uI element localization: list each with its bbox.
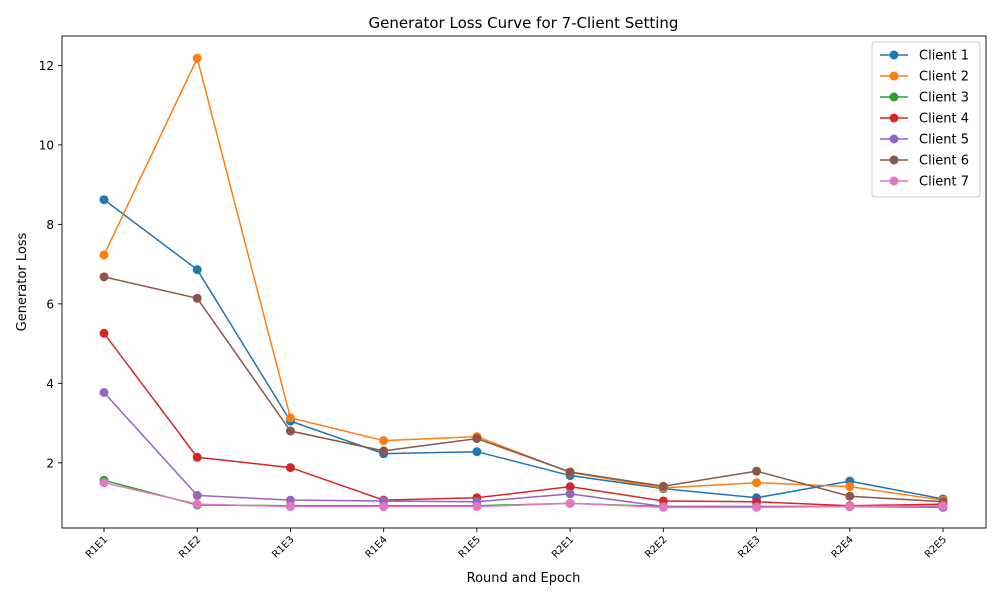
- series-line: [103, 332, 944, 507]
- data-point: [285, 426, 295, 436]
- data-point: [192, 53, 202, 63]
- x-tick-label: R1E1: [84, 534, 110, 560]
- data-point: [472, 447, 482, 457]
- series-7: [99, 478, 948, 512]
- legend-item: Client 6: [880, 154, 969, 169]
- series-line: [103, 199, 944, 500]
- data-point: [99, 272, 109, 282]
- legend-marker: [889, 71, 899, 81]
- y-tick-label: 4: [46, 377, 54, 391]
- data-point: [938, 501, 948, 511]
- data-point: [565, 482, 575, 492]
- x-axis-label: Round and Epoch: [467, 571, 581, 586]
- data-point: [99, 250, 109, 260]
- legend-item: Client 7: [880, 175, 969, 190]
- data-point: [285, 495, 295, 505]
- legend-item: Client 5: [880, 133, 969, 148]
- data-point: [192, 293, 202, 303]
- x-tick-label: R2E2: [643, 534, 669, 560]
- legend-item: Client 3: [880, 91, 969, 106]
- legend: Client 1 Client 2 Client 3 Client 4 Client 5…: [871, 41, 981, 198]
- data-point: [99, 387, 109, 397]
- data-point: [565, 498, 575, 508]
- data-point: [99, 328, 109, 338]
- data-point: [99, 478, 109, 488]
- x-tick-label: R2E1: [550, 534, 576, 560]
- legend-item: Client 2: [880, 70, 969, 85]
- data-point: [99, 195, 109, 205]
- data-point: [379, 502, 389, 512]
- data-point: [192, 265, 202, 275]
- plot-frame: [61, 35, 987, 529]
- legend-label: Client 5: [919, 133, 969, 148]
- data-point: [192, 499, 202, 509]
- data-point: [845, 502, 855, 512]
- legend-marker: [889, 50, 899, 60]
- legend-label: Client 3: [919, 91, 969, 106]
- series-6: [99, 272, 948, 507]
- data-point: [472, 434, 482, 444]
- series-layer: [99, 53, 948, 512]
- legend-label: Client 4: [919, 112, 969, 127]
- series-line: [103, 481, 944, 509]
- legend-marker: [889, 134, 899, 144]
- data-point: [752, 478, 762, 488]
- y-tick-label: 12: [39, 59, 54, 73]
- x-tick-label: R1E4: [364, 534, 390, 560]
- data-point: [565, 489, 575, 499]
- y-tick-label: 10: [39, 138, 54, 152]
- legend-marker: [889, 92, 899, 102]
- data-point: [845, 491, 855, 501]
- chart-title: Generator Loss Curve for 7-Client Settin…: [369, 14, 679, 32]
- y-tick-label: 8: [46, 218, 54, 232]
- data-point: [752, 466, 762, 476]
- data-point: [379, 446, 389, 456]
- data-point: [285, 463, 295, 473]
- plot-area: [61, 35, 987, 529]
- x-tick-label: R2E4: [830, 534, 856, 560]
- data-point: [845, 482, 855, 492]
- y-tick-label: 2: [46, 456, 54, 470]
- legend-label: Client 2: [919, 70, 969, 85]
- data-point: [472, 502, 482, 512]
- data-point: [658, 502, 668, 512]
- x-tick-label: R1E3: [270, 534, 296, 560]
- data-point: [565, 467, 575, 477]
- data-point: [379, 436, 389, 446]
- legend-item: Client 4: [880, 112, 969, 127]
- x-tick-label: R2E3: [737, 534, 763, 560]
- legend-item: Client 1: [880, 49, 969, 64]
- data-point: [192, 490, 202, 500]
- legend-marker: [889, 113, 899, 123]
- x-tick-label: R1E2: [177, 534, 203, 560]
- series-line: [103, 276, 944, 503]
- x-tick-label: R2E5: [923, 534, 949, 560]
- legend-marker: [889, 176, 899, 186]
- data-point: [192, 452, 202, 462]
- y-axis-label: Generator Loss: [15, 232, 30, 331]
- legend-marker: [889, 155, 899, 165]
- data-point: [752, 502, 762, 512]
- x-tick-label: R1E5: [457, 534, 483, 560]
- legend-label: Client 6: [919, 154, 969, 169]
- data-point: [285, 413, 295, 423]
- legend-box: [871, 41, 981, 198]
- data-point: [658, 481, 668, 491]
- data-point: [285, 502, 295, 512]
- y-tick-label: 6: [46, 297, 54, 311]
- legend-label: Client 1: [919, 49, 969, 64]
- legend-label: Client 7: [919, 175, 969, 190]
